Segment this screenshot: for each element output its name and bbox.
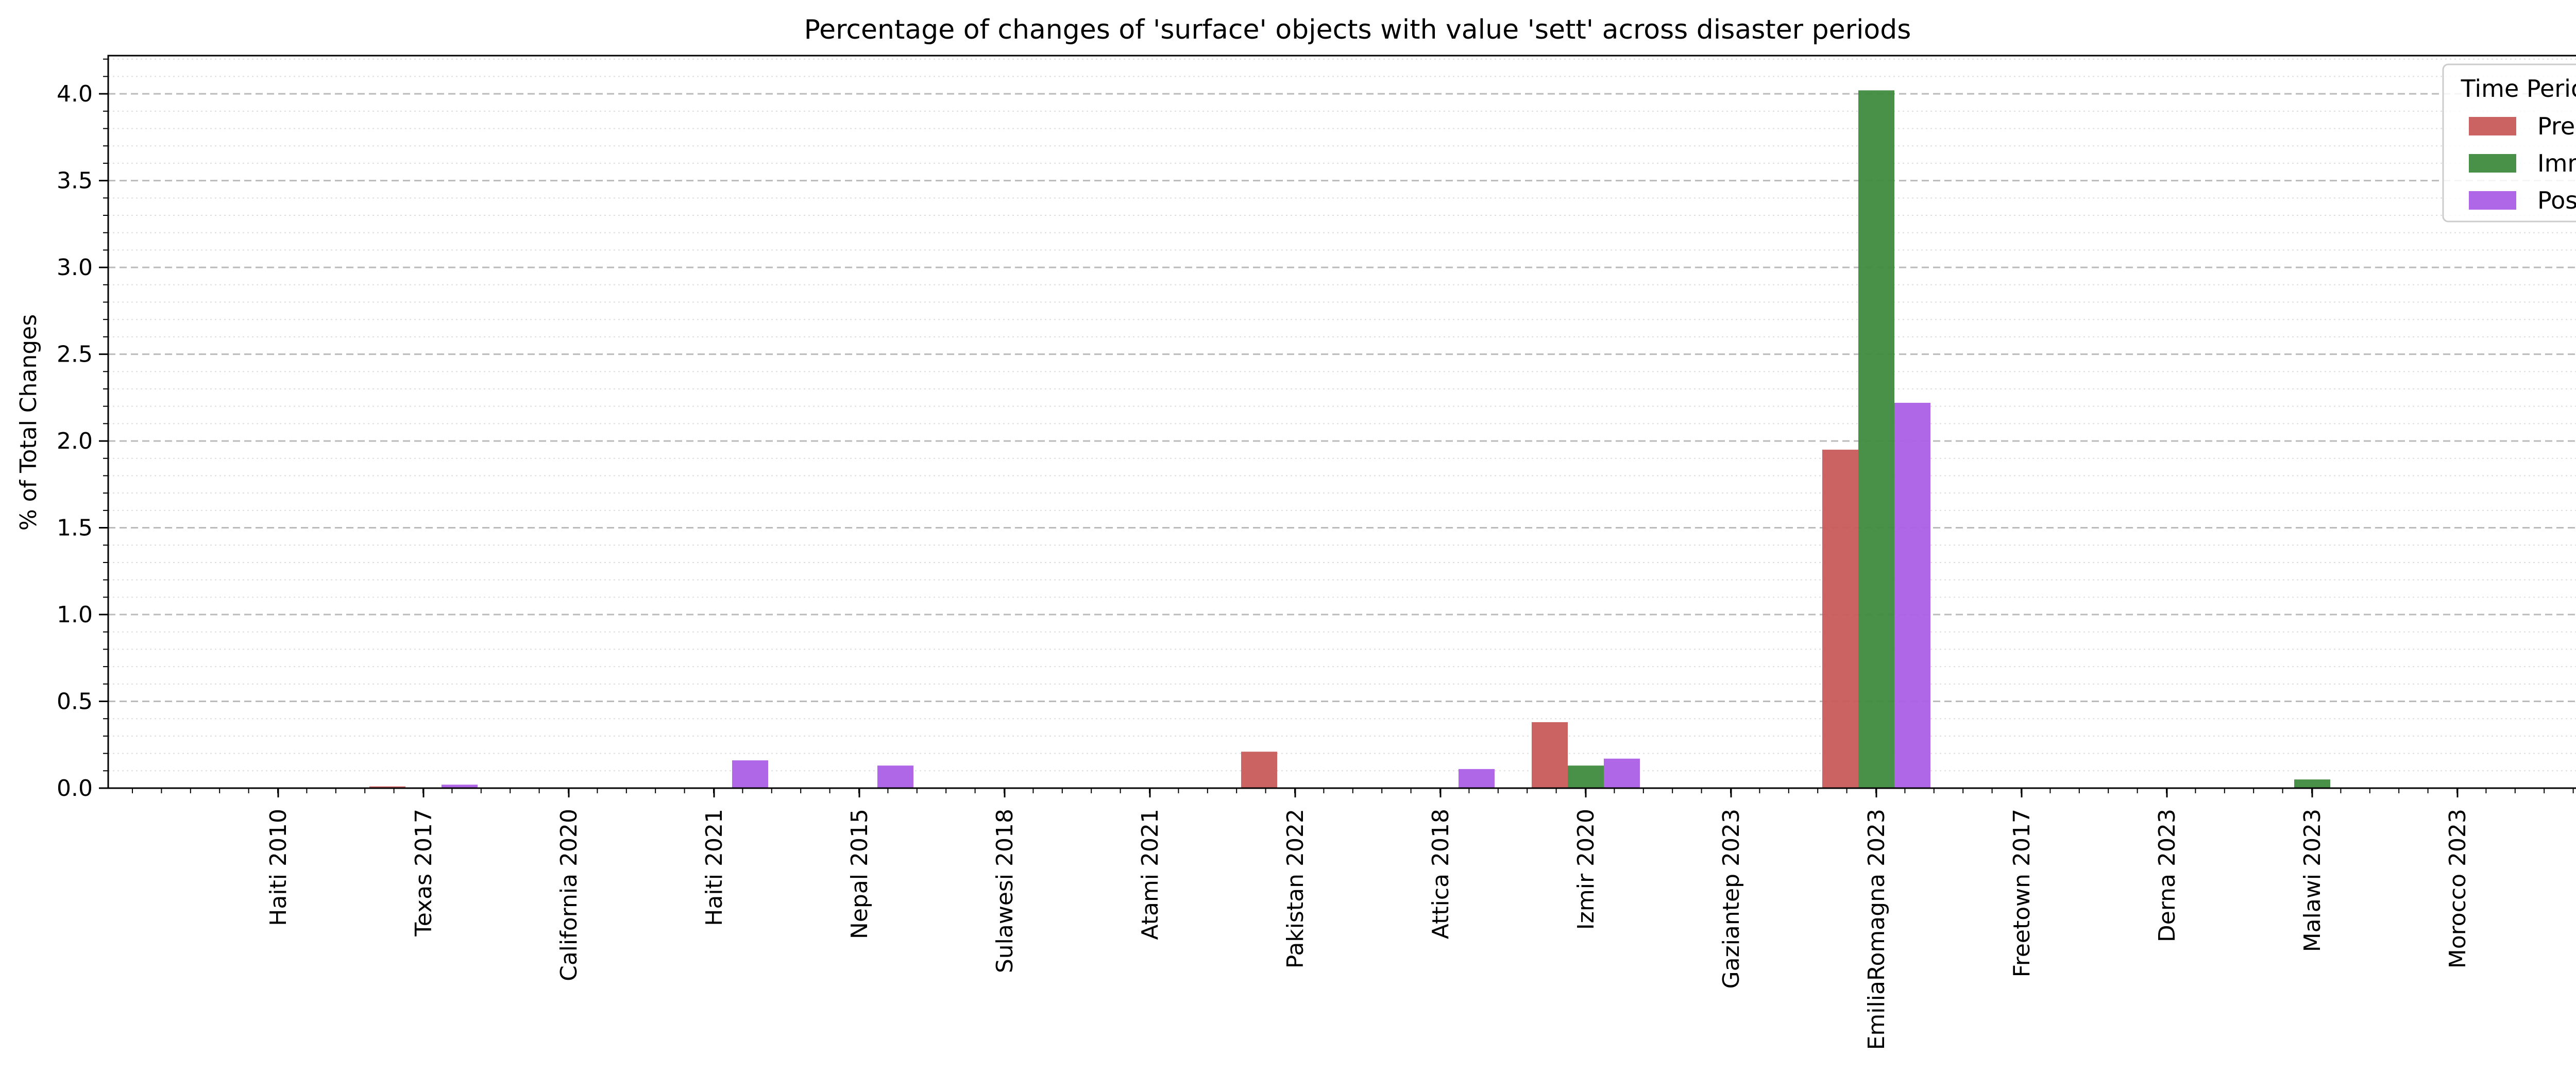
legend-swatch-post: [2469, 191, 2516, 210]
bar-pre: [1822, 449, 1858, 788]
y-axis-label: % of Total Changes: [15, 314, 42, 531]
grid-lines: [108, 58, 2576, 772]
axis-ticks: 0.0 0.5 1.0 1.5 2.0 2.5 3.0 3.5 4.0 Haiti 2010 Tex…: [57, 58, 2574, 1050]
x-tick-label: California 2020: [556, 809, 582, 981]
y-tick-label: 0.0: [57, 775, 93, 802]
bar-post: [877, 765, 913, 788]
y-tick-label: 1.5: [57, 515, 93, 541]
plot-frame: [107, 55, 2576, 789]
x-tick-label: Gaziantep 2023: [1718, 809, 1744, 989]
legend-label-imm: Imm: [2537, 149, 2576, 177]
x-tick-label: Haiti 2021: [701, 809, 727, 926]
y-tick-label: 0.5: [57, 689, 93, 715]
bar-post: [1459, 769, 1495, 788]
y-tick-label: 1.0: [57, 602, 93, 628]
legend-swatch-pre: [2469, 117, 2516, 135]
x-tick-label: Malawi 2023: [2299, 809, 2326, 952]
legend-title: Time Period: [2461, 75, 2576, 103]
bar-post: [732, 760, 768, 788]
x-tick-label: Haiti 2010: [265, 809, 292, 926]
x-tick-label: Attica 2018: [1428, 809, 1454, 939]
legend: Time Period Pre Imm Post: [2442, 63, 2576, 223]
bar-post: [1604, 758, 1640, 788]
x-tick-label: Morocco 2023: [2445, 809, 2471, 968]
x-tick-label: Nepal 2015: [846, 809, 873, 939]
x-tick-label: Freetown 2017: [2009, 809, 2035, 977]
y-tick-label: 4.0: [57, 81, 93, 107]
x-tick-label: Pakistan 2022: [1282, 809, 1309, 968]
y-tick-label: 3.5: [57, 168, 93, 194]
bar-imm: [1858, 90, 1894, 789]
x-tick-label: EmiliaRomagna 2023: [1863, 809, 1890, 1050]
x-tick-label: Derna 2023: [2154, 809, 2180, 942]
x-tick-label: Atami 2021: [1137, 809, 1163, 940]
bar-post: [1894, 402, 1930, 788]
bar-imm: [2294, 779, 2330, 788]
x-tick-label: Texas 2017: [411, 809, 437, 937]
legend-label-pre: Pre: [2537, 112, 2575, 140]
legend-label-post: Post: [2537, 186, 2576, 214]
y-tick-label: 2.0: [57, 428, 93, 454]
y-tick-label: 3.0: [57, 254, 93, 281]
y-tick-label: 2.5: [57, 342, 93, 368]
x-tick-label: Sulawesi 2018: [992, 809, 1018, 973]
legend-swatch-imm: [2469, 154, 2516, 173]
x-tick-label: Izmir 2020: [1573, 809, 1599, 930]
bar-imm: [1568, 765, 1604, 788]
bar-pre: [369, 786, 405, 788]
bar-pre: [1241, 752, 1277, 788]
chart-title: Percentage of changes of 'surface' objec…: [804, 14, 1911, 45]
bars: [369, 90, 2330, 789]
bar-post: [442, 785, 478, 788]
bar-pre: [1532, 722, 1568, 788]
legend-frame: [2442, 63, 2576, 223]
